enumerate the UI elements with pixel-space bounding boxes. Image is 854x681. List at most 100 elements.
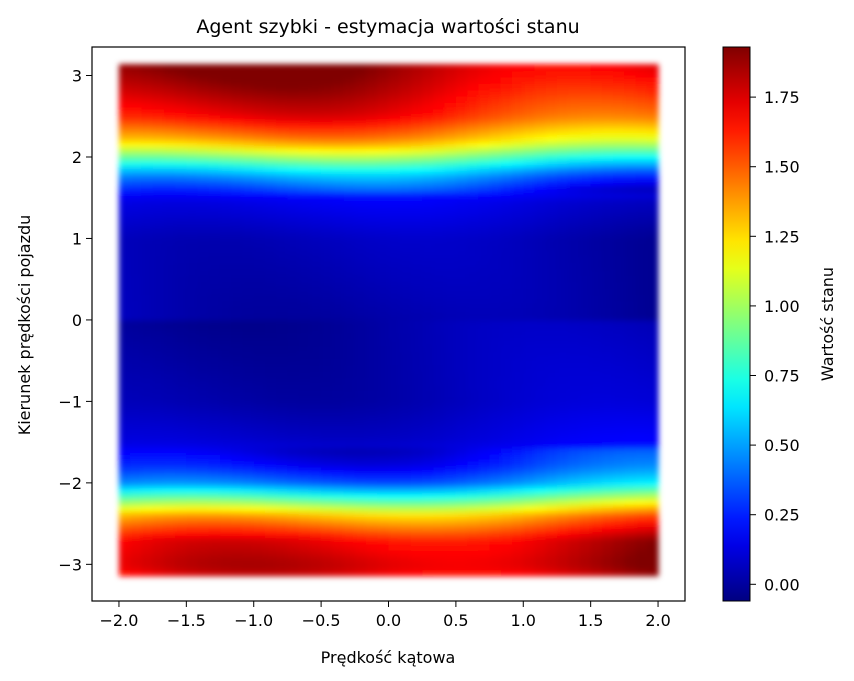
- heatmap-cell: [377, 128, 390, 136]
- heatmap-cell: [646, 492, 659, 500]
- heatmap-cell: [366, 569, 378, 577]
- heatmap-cell: [512, 345, 524, 353]
- heatmap-cell: [175, 505, 187, 513]
- heatmap-cell: [141, 198, 154, 206]
- heatmap-cell: [118, 287, 131, 295]
- heatmap-cell: [590, 70, 603, 78]
- heatmap-cell: [253, 275, 266, 283]
- heatmap-cell: [163, 275, 176, 283]
- heatmap-cell: [242, 313, 255, 321]
- heatmap-cell: [624, 351, 637, 359]
- heatmap-cell: [152, 351, 165, 359]
- heatmap-cell: [646, 294, 659, 302]
- heatmap-cell: [410, 511, 423, 519]
- heatmap-cell: [253, 428, 266, 436]
- heatmap-cell: [613, 198, 625, 206]
- heatmap-cell: [366, 499, 378, 506]
- heatmap-cell: [433, 121, 446, 129]
- heatmap-cell: [343, 300, 356, 308]
- heatmap-cell: [410, 307, 423, 315]
- heatmap-cell: [489, 281, 502, 289]
- heatmap-cell: [141, 371, 154, 379]
- heatmap-cell: [422, 377, 435, 385]
- heatmap-cell: [399, 140, 412, 148]
- heatmap-cell: [130, 403, 143, 411]
- heatmap-cell: [332, 64, 345, 72]
- heatmap-cell: [489, 294, 502, 302]
- heatmap-cell: [152, 543, 165, 551]
- heatmap-cell: [321, 435, 333, 443]
- heatmap-cell: [388, 351, 401, 359]
- heatmap-cell: [545, 211, 558, 219]
- heatmap-cell: [579, 556, 592, 564]
- heatmap-cell: [455, 172, 468, 180]
- heatmap-cell: [601, 287, 614, 295]
- heatmap-cell: [523, 64, 536, 72]
- heatmap-cell: [624, 236, 637, 244]
- heatmap-cell: [500, 249, 513, 257]
- heatmap-cell: [489, 262, 502, 270]
- heatmap-cell: [287, 473, 300, 481]
- heatmap-cell: [354, 185, 367, 193]
- heatmap-cell: [601, 505, 614, 513]
- heatmap-cell: [534, 479, 547, 487]
- heatmap-cell: [197, 511, 210, 519]
- heatmap-cell: [388, 377, 401, 385]
- heatmap-cell: [332, 377, 345, 385]
- heatmap-cell: [163, 223, 176, 231]
- heatmap-cell: [399, 499, 412, 506]
- heatmap-cell: [500, 569, 513, 577]
- heatmap-cell: [478, 76, 491, 84]
- heatmap-cell: [523, 358, 536, 366]
- heatmap-cell: [422, 358, 435, 366]
- heatmap-cell: [635, 147, 648, 155]
- heatmap-cell: [141, 64, 154, 72]
- heatmap-cell: [556, 281, 569, 289]
- heatmap-cell: [478, 96, 491, 104]
- heatmap-cell: [478, 185, 491, 193]
- heatmap-cell: [287, 524, 300, 532]
- heatmap-cell: [613, 217, 625, 225]
- heatmap-cell: [624, 243, 637, 251]
- heatmap-cell: [163, 198, 176, 206]
- heatmap-cell: [197, 319, 210, 327]
- heatmap-cell: [309, 96, 322, 104]
- heatmap-cell: [489, 166, 502, 174]
- heatmap-cell: [298, 326, 311, 334]
- heatmap-cell: [377, 300, 390, 308]
- heatmap-cell: [590, 192, 603, 200]
- heatmap-cell: [399, 441, 412, 449]
- heatmap-cell: [410, 435, 423, 443]
- heatmap-cell: [332, 313, 345, 321]
- heatmap-cell: [141, 313, 154, 321]
- heatmap-cell: [478, 204, 491, 212]
- heatmap-cell: [208, 415, 221, 423]
- heatmap-cell: [220, 300, 232, 308]
- heatmap-cell: [646, 326, 659, 334]
- heatmap-cell: [467, 396, 479, 404]
- heatmap-cell: [410, 460, 423, 468]
- heatmap-cell: [613, 499, 625, 506]
- heatmap-cell: [635, 76, 648, 84]
- heatmap-cell: [646, 415, 659, 423]
- heatmap-cell: [590, 204, 603, 212]
- heatmap-cell: [512, 377, 524, 385]
- heatmap-cell: [186, 473, 199, 481]
- heatmap-cell: [118, 447, 131, 455]
- heatmap-cell: [388, 415, 401, 423]
- heatmap-cell: [377, 562, 390, 570]
- heatmap-cell: [467, 64, 479, 72]
- heatmap-cell: [186, 217, 199, 225]
- heatmap-cell: [512, 255, 524, 263]
- heatmap-cell: [276, 556, 289, 564]
- heatmap-cell: [309, 351, 322, 359]
- heatmap-cell: [433, 230, 446, 238]
- heatmap-cell: [568, 454, 581, 462]
- heatmap-cell: [253, 518, 266, 526]
- heatmap-cell: [489, 371, 502, 379]
- heatmap-cell: [601, 518, 614, 526]
- heatmap-cell: [455, 166, 468, 174]
- heatmap-cell: [377, 153, 390, 161]
- heatmap-cell: [309, 511, 322, 519]
- heatmap-cell: [276, 140, 289, 148]
